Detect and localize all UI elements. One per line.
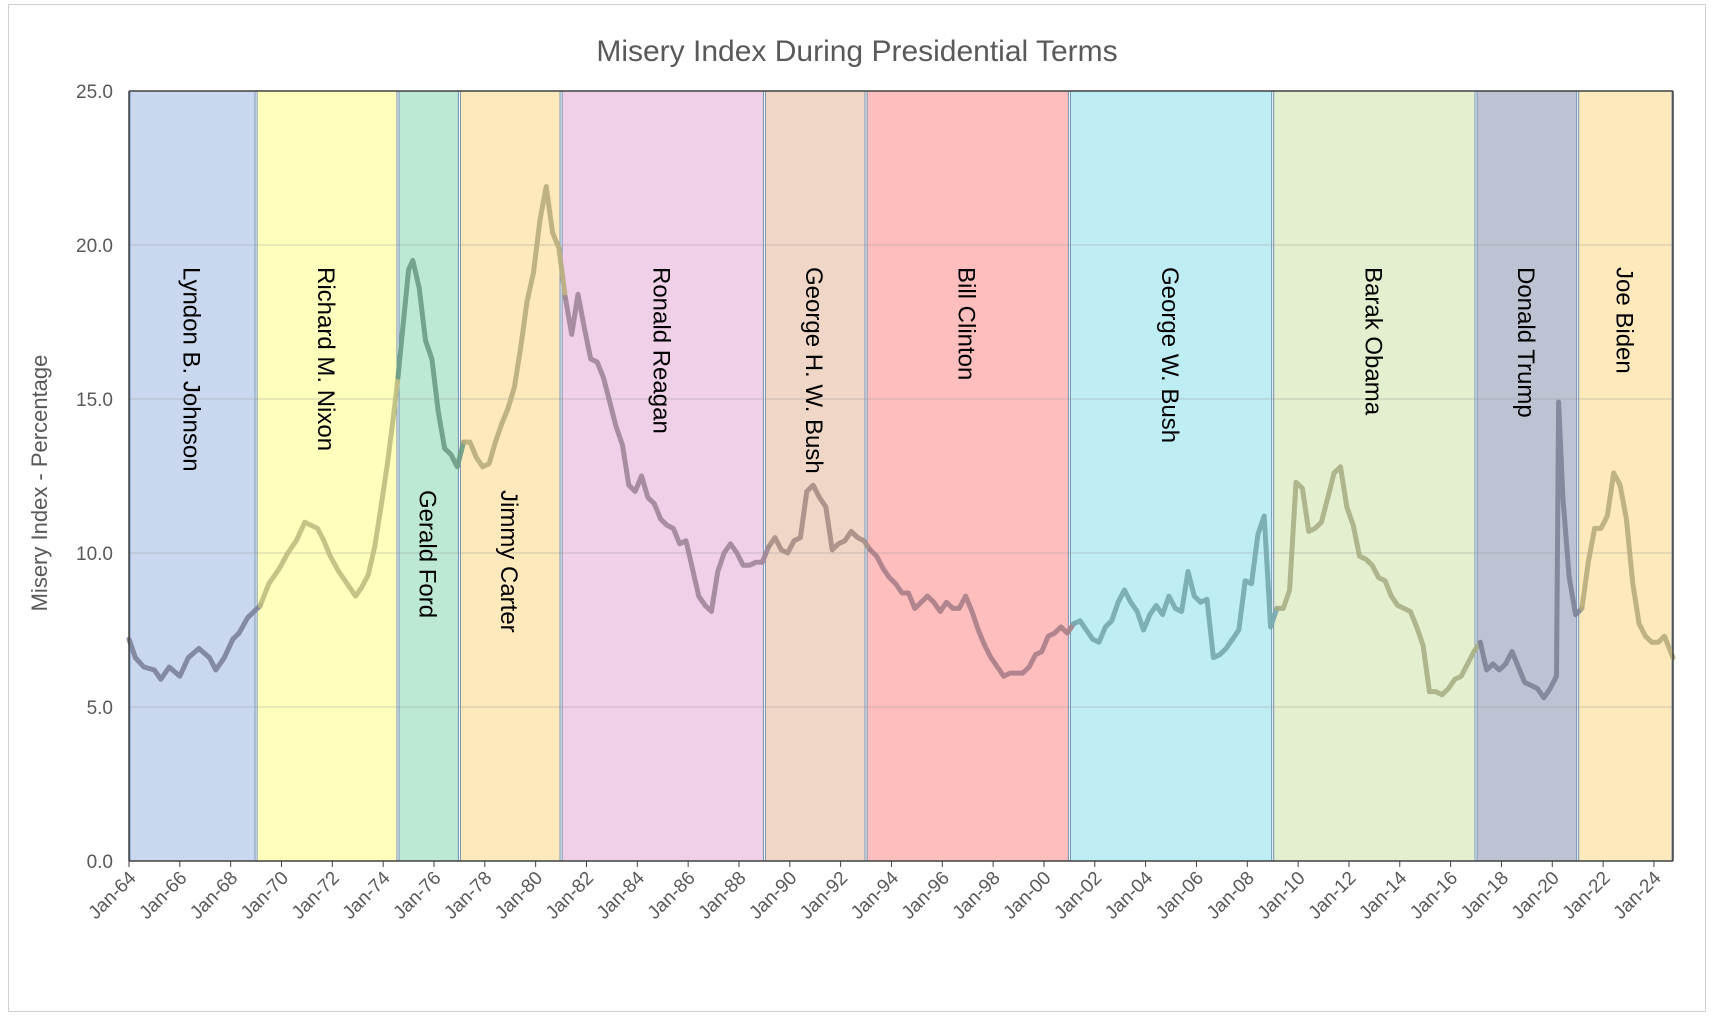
x-tick-label: Jan-78 xyxy=(440,868,496,924)
term-bands xyxy=(129,90,1673,862)
term-label-2: Gerald Ford xyxy=(414,490,441,618)
y-tick-label: 25.0 xyxy=(76,82,113,103)
x-tick-label: Jan-68 xyxy=(186,868,242,924)
series-line-segment xyxy=(257,374,401,608)
term-band-6 xyxy=(866,90,1069,862)
x-tick-label: Jan-74 xyxy=(339,867,395,923)
term-band-2 xyxy=(398,90,459,862)
term-label-8: Barak Obama xyxy=(1359,267,1386,416)
term-label-6: Bill Clinton xyxy=(953,267,980,380)
series-line-segment xyxy=(126,602,263,682)
x-tick-label: Jan-12 xyxy=(1305,868,1361,924)
term-label-3: Jimmy Carter xyxy=(495,490,522,633)
term-label-7: George W. Bush xyxy=(1156,267,1183,443)
x-tick-label: Jan-76 xyxy=(390,868,446,924)
term-label-1: Richard M. Nixon xyxy=(312,267,339,451)
x-tick-label: Jan-22 xyxy=(1559,868,1615,924)
term-label-4: Ronald Reagan xyxy=(648,267,675,434)
chart-title: Misery Index During Presidential Terms xyxy=(596,35,1117,68)
y-tick-label: 0.0 xyxy=(87,852,113,873)
term-band-8 xyxy=(1273,90,1476,862)
x-tick-label: Jan-84 xyxy=(593,867,649,923)
x-tick-label: Jan-66 xyxy=(135,868,191,924)
series-line-segment xyxy=(461,184,568,470)
x-tick-label: Jan-24 xyxy=(1610,867,1666,923)
term-label-9: Donald Trump xyxy=(1512,267,1539,418)
x-tick-label: Jan-06 xyxy=(1152,868,1208,924)
x-tick-label: Jan-90 xyxy=(745,868,801,924)
series-line-segment xyxy=(562,291,772,614)
y-tick-label: 15.0 xyxy=(76,390,113,411)
term-label-5: George H. W. Bush xyxy=(800,267,827,474)
axes xyxy=(128,90,1674,867)
x-tick-label: Jan-00 xyxy=(1000,868,1056,924)
x-tick-label: Jan-80 xyxy=(491,868,547,924)
term-label-10: Joe Biden xyxy=(1610,267,1637,374)
series-line-segment xyxy=(1579,470,1676,661)
x-tick-label: Jan-02 xyxy=(1050,868,1106,924)
x-tick-label: Jan-70 xyxy=(237,868,293,924)
y-tick-label: 5.0 xyxy=(87,698,113,719)
x-tick-label: Jan-98 xyxy=(949,868,1005,924)
term-labels: Lyndon B. Johnson Richard M. Nixon Gerald … xyxy=(178,267,1638,633)
x-tick-label: Jan-72 xyxy=(288,868,344,924)
term-band-1 xyxy=(256,90,398,862)
x-tick-label: Jan-04 xyxy=(1101,867,1157,923)
y-tick-label: 10.0 xyxy=(76,544,113,565)
series-line-segment xyxy=(1274,464,1483,698)
term-band-3 xyxy=(459,90,561,862)
x-tick-label: Jan-10 xyxy=(1254,868,1310,924)
misery-index-chart: Misery Index During Presidential Terms M… xyxy=(27,35,1676,924)
series-line-segment xyxy=(1071,513,1280,661)
x-tick-label: Jan-88 xyxy=(695,868,751,924)
series-lines xyxy=(126,184,1676,701)
term-band-0 xyxy=(129,90,256,862)
x-tick-label: Jan-82 xyxy=(542,868,598,924)
term-band-5 xyxy=(764,90,866,862)
x-tick-label: Jan-08 xyxy=(1203,868,1259,924)
x-tick-label: Jan-96 xyxy=(898,868,954,924)
x-tick-label: Jan-16 xyxy=(1406,868,1462,924)
series-line-segment xyxy=(395,257,467,470)
term-band-10 xyxy=(1578,90,1673,862)
x-tick-label: Jan-86 xyxy=(644,868,700,924)
y-axis-label: Misery Index - Percentage xyxy=(27,355,52,612)
series-line-segment xyxy=(766,482,873,556)
x-tick-label: Jan-94 xyxy=(847,867,903,923)
term-band-4 xyxy=(561,90,764,862)
x-tick-label: Jan-92 xyxy=(796,868,852,924)
y-tick-label: 20.0 xyxy=(76,236,113,257)
x-tick-label: Jan-18 xyxy=(1457,868,1513,924)
series-line-segment xyxy=(867,547,1077,679)
x-tick-label: Jan-20 xyxy=(1508,868,1564,924)
term-label-0: Lyndon B. Johnson xyxy=(178,267,205,472)
term-band-7 xyxy=(1069,90,1273,862)
chart-container: Misery Index During Presidential Terms M… xyxy=(8,4,1706,1012)
series-line-segment xyxy=(1477,399,1585,701)
x-tick-label: Jan-14 xyxy=(1355,867,1411,923)
x-tick-label: Jan-64 xyxy=(85,867,141,923)
